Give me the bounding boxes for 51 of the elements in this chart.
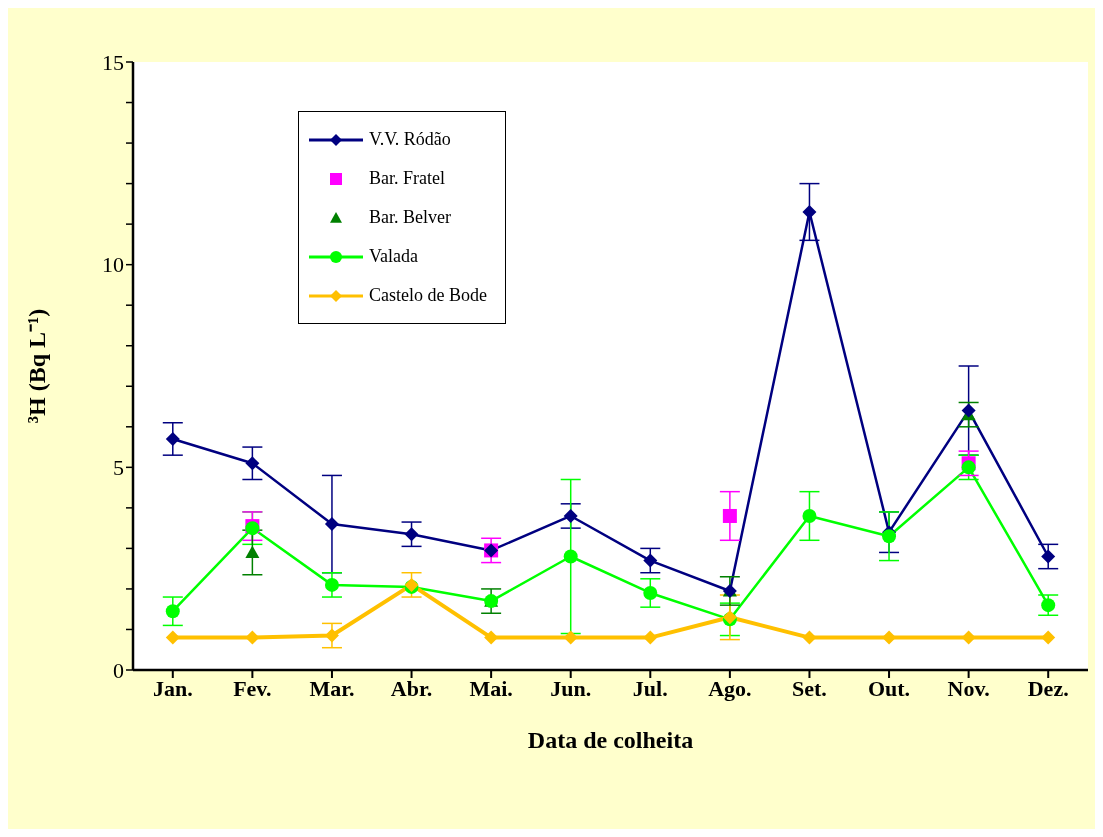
x-tick-label: Set. — [792, 675, 827, 701]
x-tick-label: Mai. — [469, 675, 513, 701]
legend-label: Bar. Fratel — [369, 168, 445, 189]
point — [324, 517, 339, 532]
legend-label: Valada — [369, 246, 418, 267]
legend-label: Castelo de Bode — [369, 285, 487, 306]
point — [245, 456, 260, 471]
point — [1041, 549, 1056, 564]
point — [722, 508, 737, 523]
point — [165, 604, 180, 619]
point — [882, 630, 897, 645]
point — [961, 403, 976, 418]
x-tick-label: Abr. — [390, 675, 433, 701]
legend-label: V.V. Ródão — [369, 129, 451, 150]
x-tick-label: Jul. — [632, 675, 668, 701]
x-tick-label: Nov. — [947, 675, 990, 701]
point — [961, 630, 976, 645]
x-tick-label: Jan. — [152, 675, 193, 701]
x-tick-label: Fev. — [233, 675, 272, 701]
point — [643, 630, 658, 645]
point — [802, 508, 817, 523]
legend-label: Bar. Belver — [369, 207, 451, 228]
point — [563, 508, 578, 523]
point — [563, 549, 578, 564]
point — [324, 628, 339, 643]
point — [563, 630, 578, 645]
y-tick-label: 15 — [102, 49, 124, 75]
point — [882, 529, 897, 544]
x-tick-label: Jun. — [550, 675, 592, 701]
y-tick-label: 0 — [113, 657, 124, 683]
y-axis-title: ³H (Bq L⁻¹) — [23, 308, 50, 424]
point — [802, 630, 817, 645]
point — [245, 630, 260, 645]
point — [245, 545, 260, 559]
point — [484, 630, 499, 645]
y-tick-label: 10 — [102, 252, 124, 278]
y-tick-label: 5 — [113, 455, 124, 481]
point — [961, 460, 976, 475]
point — [165, 431, 180, 446]
point — [1041, 630, 1056, 645]
x-tick-label: Dez. — [1027, 675, 1069, 701]
point — [404, 527, 419, 542]
x-tick-label: Ago. — [708, 675, 752, 701]
point — [643, 585, 658, 600]
point — [802, 204, 817, 219]
x-axis-title: Data de colheita — [527, 727, 694, 753]
x-tick-label: Mar. — [309, 675, 355, 701]
point — [165, 630, 180, 645]
point — [324, 577, 339, 592]
point — [643, 553, 658, 568]
x-tick-label: Out. — [867, 675, 911, 701]
